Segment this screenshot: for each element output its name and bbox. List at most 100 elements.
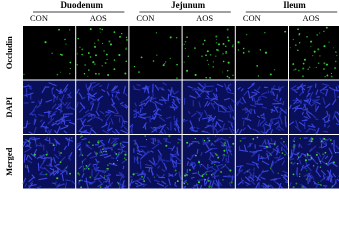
- green-signal: [204, 178, 207, 181]
- nucleus-stroke: [67, 105, 71, 110]
- nucleus-stroke: [261, 170, 269, 173]
- nucleus-stroke: [68, 155, 72, 161]
- green-signal: [223, 149, 226, 152]
- nucleus-stroke: [215, 128, 219, 135]
- nucleus-stroke: [263, 129, 266, 135]
- nucleus-stroke: [161, 180, 167, 185]
- green-signal: [319, 160, 321, 163]
- nucleus-stroke: [53, 170, 59, 176]
- nucleus-stroke: [106, 178, 112, 187]
- nucleus-stroke: [90, 103, 95, 111]
- nucleus-stroke: [146, 176, 152, 183]
- green-signal: [152, 60, 155, 62]
- nucleus-stroke: [93, 114, 96, 119]
- green-signal: [306, 36, 308, 38]
- green-signal: [116, 159, 119, 162]
- nucleus-stroke: [106, 83, 110, 90]
- nucleus-stroke: [28, 176, 35, 183]
- nucleus-stroke: [56, 167, 59, 173]
- green-signal: [215, 153, 218, 157]
- nucleus-stroke: [243, 107, 247, 112]
- nucleus-stroke: [276, 94, 279, 100]
- nucleus-stroke: [190, 161, 196, 164]
- nucleus-stroke: [317, 156, 322, 165]
- nucleus-stroke: [255, 163, 260, 169]
- green-signal: [256, 136, 259, 139]
- image-panel: [288, 80, 339, 135]
- green-signal: [186, 174, 188, 176]
- nucleus-stroke: [222, 105, 228, 110]
- nucleus-stroke: [36, 154, 45, 160]
- nucleus-stroke: [211, 172, 216, 177]
- green-signal: [64, 38, 66, 41]
- nucleus-stroke: [144, 100, 150, 107]
- green-signal: [194, 137, 196, 140]
- green-signal: [316, 162, 318, 165]
- nucleus-stroke: [39, 98, 43, 105]
- nucleus-stroke: [257, 153, 260, 162]
- nucleus-stroke: [278, 109, 283, 114]
- green-signal: [122, 146, 124, 148]
- nucleus-stroke: [136, 84, 141, 87]
- green-signal: [309, 141, 311, 143]
- nucleus-stroke: [33, 118, 37, 125]
- green-signal: [174, 169, 177, 172]
- nucleus-stroke: [144, 163, 153, 167]
- nucleus-stroke: [270, 160, 274, 169]
- nucleus-stroke: [23, 153, 26, 163]
- green-signal: [101, 28, 104, 31]
- nucleus-stroke: [295, 120, 299, 128]
- green-signal: [316, 34, 319, 36]
- green-signal: [206, 171, 208, 173]
- green-signal: [116, 182, 119, 184]
- nucleus-stroke: [142, 122, 147, 129]
- green-signal: [293, 69, 295, 71]
- nucleus-stroke: [58, 150, 61, 157]
- green-signal: [259, 49, 262, 51]
- nucleus-stroke: [132, 139, 137, 142]
- green-signal: [169, 57, 172, 60]
- nucleus-stroke: [221, 123, 226, 132]
- nucleus-stroke: [260, 176, 266, 180]
- nucleus-stroke: [52, 110, 58, 115]
- nucleus-stroke: [56, 107, 63, 112]
- green-signal: [86, 144, 88, 146]
- nucleus-stroke: [196, 91, 204, 99]
- nucleus-stroke: [246, 183, 251, 187]
- nucleus-stroke: [84, 109, 90, 114]
- nucleus-stroke: [131, 128, 133, 135]
- nucleus-stroke: [122, 141, 129, 144]
- nucleus-stroke: [261, 91, 268, 96]
- nucleus-stroke: [293, 153, 298, 156]
- nucleus-stroke: [81, 172, 85, 178]
- nucleus-stroke: [49, 113, 56, 117]
- nucleus-stroke: [108, 177, 111, 183]
- nucleus-stroke: [309, 145, 317, 153]
- nucleus-stroke: [96, 102, 100, 111]
- nucleus-stroke: [245, 108, 252, 114]
- green-signal: [197, 181, 201, 184]
- nucleus-stroke: [89, 155, 98, 159]
- nucleus-stroke: [60, 108, 62, 114]
- nucleus-stroke: [178, 174, 183, 182]
- nucleus-stroke: [213, 160, 221, 164]
- green-signal: [202, 173, 204, 175]
- nucleus-stroke: [165, 116, 172, 120]
- nucleus-stroke: [252, 128, 259, 133]
- nucleus-stroke: [150, 170, 154, 176]
- nucleus-stroke: [229, 104, 233, 110]
- nucleus-stroke: [316, 151, 320, 154]
- nucleus-stroke: [331, 162, 338, 168]
- green-signal: [302, 186, 304, 188]
- nucleus-stroke: [134, 102, 137, 107]
- nucleus-stroke: [28, 154, 33, 161]
- green-signal: [98, 161, 100, 163]
- nucleus-stroke: [270, 137, 273, 142]
- nucleus-stroke: [296, 154, 302, 161]
- nucleus-stroke: [242, 127, 246, 131]
- green-signal: [94, 45, 96, 48]
- nucleus-stroke: [93, 177, 102, 181]
- nucleus-stroke: [268, 150, 275, 157]
- green-signal: [123, 157, 126, 160]
- nucleus-stroke: [191, 154, 196, 157]
